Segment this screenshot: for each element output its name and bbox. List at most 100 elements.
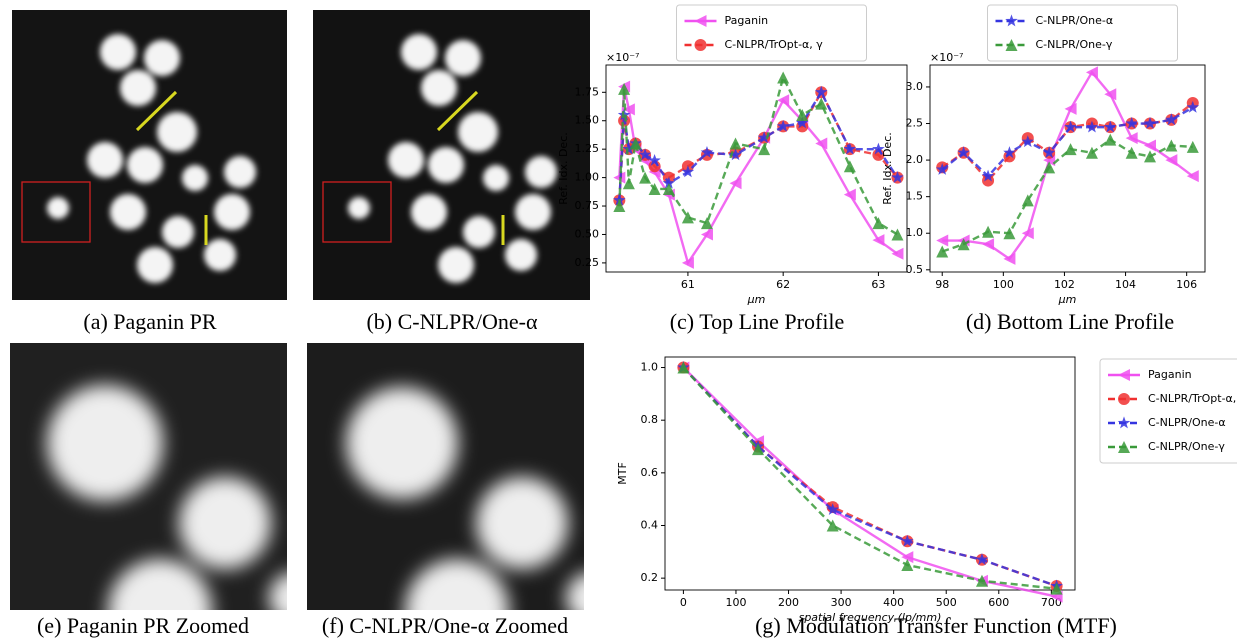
y-tick-label: 1.50 [575, 114, 600, 127]
marker [936, 246, 948, 258]
legend-label: Paganin [725, 14, 769, 27]
page: (a) Paganin PR (b) C-NLPR/One-α (e) Paga… [0, 0, 1237, 641]
series-line [619, 78, 897, 235]
legend-label: C-NLPR/One-α [1148, 416, 1226, 429]
y-tick-label: 0.8 [641, 413, 659, 426]
marker [936, 235, 948, 247]
legend-label: C-NLPR/TrOpt-α, γ [725, 38, 824, 51]
marker [844, 160, 856, 172]
x-axis-label: μm [1058, 293, 1077, 306]
y-tick-label: 0.75 [575, 199, 600, 212]
marker [1104, 134, 1116, 146]
x-tick-label: 62 [776, 278, 790, 291]
y-axis-label: Ref. Idx. Dec. [881, 132, 894, 205]
marker [730, 177, 742, 189]
chart-caption: (d) Bottom Line Profile [966, 309, 1174, 334]
caption: (f) C-NLPR/One-α Zoomed [322, 613, 568, 638]
x-tick-label: 200 [778, 596, 799, 609]
y-tick-label: 0.25 [575, 256, 600, 269]
marker [982, 238, 994, 250]
legend-marker [1118, 393, 1130, 405]
x-tick-label: 0 [680, 596, 687, 609]
marker [1187, 141, 1199, 153]
marker [1065, 103, 1077, 115]
series-line [942, 140, 1193, 252]
image-a [12, 10, 287, 300]
series-line [683, 368, 1056, 587]
marker [1126, 132, 1138, 144]
x-tick-label: 600 [988, 596, 1009, 609]
y-tick-label: 1.25 [575, 142, 600, 155]
caption: (a) Paganin PR [83, 309, 217, 334]
figure: (a) Paganin PR (b) C-NLPR/One-α (e) Paga… [0, 0, 1237, 641]
image-e [10, 343, 321, 641]
legend-marker [695, 39, 707, 51]
x-tick-label: 500 [936, 596, 957, 609]
y-tick-label: 3.0 [906, 80, 924, 93]
marker [872, 234, 884, 246]
y-tick-label: 0.6 [641, 466, 659, 479]
chart-caption: (c) Top Line Profile [670, 309, 845, 334]
offset-text: ×10⁻⁷ [606, 51, 639, 64]
y-tick-label: 0.5 [906, 263, 924, 276]
x-tick-label: 98 [935, 278, 949, 291]
series-line [683, 368, 1056, 597]
image-f [307, 343, 618, 641]
marker [1126, 147, 1138, 159]
x-tick-label: 300 [831, 596, 852, 609]
x-tick-label: 63 [871, 278, 885, 291]
y-tick-label: 0.2 [641, 571, 659, 584]
plot-frame [665, 357, 1075, 590]
legend-label: C-NLPR/One-γ [1036, 38, 1113, 51]
caption: (e) Paganin PR Zoomed [37, 613, 249, 638]
legend-label: C-NLPR/TrOpt-α, γ [1148, 392, 1237, 405]
marker [639, 172, 651, 184]
marker [891, 228, 903, 240]
series-line [683, 368, 1056, 589]
x-tick-label: 400 [883, 596, 904, 609]
x-tick-label: 106 [1176, 278, 1197, 291]
series-line [619, 87, 897, 263]
marker [649, 183, 661, 195]
x-tick-label: 104 [1115, 278, 1136, 291]
y-tick-label: 1.75 [575, 85, 600, 98]
y-tick-label: 0.4 [641, 518, 659, 531]
marker [701, 217, 713, 229]
x-tick-label: 100 [993, 278, 1014, 291]
marker [844, 189, 856, 201]
y-tick-label: 1.0 [641, 361, 659, 374]
marker [730, 137, 742, 149]
x-tick-label: 100 [725, 596, 746, 609]
y-tick-label: 2.0 [906, 153, 924, 166]
y-axis-label: Ref. Idx. Dec. [557, 132, 570, 205]
x-tick-label: 61 [681, 278, 695, 291]
x-tick-label: 102 [1054, 278, 1075, 291]
x-axis-label: μm [747, 293, 766, 306]
image-b [313, 10, 590, 300]
caption: (b) C-NLPR/One-α [366, 309, 537, 334]
y-tick-label: 1.0 [906, 226, 924, 239]
marker [1086, 66, 1098, 78]
y-tick-label: 2.5 [906, 117, 924, 130]
y-axis-label: MTF [616, 462, 629, 485]
marker [982, 226, 994, 238]
marker [1022, 194, 1034, 206]
marker [1144, 139, 1156, 151]
series-line [942, 72, 1193, 259]
legend-label: C-NLPR/One-α [1036, 14, 1114, 27]
legend-box [677, 5, 867, 61]
chart: 98 100 102 104 106 0.5 1.0 1.5 2.0 2.5 3.0 ×10⁻⁷ μm R… [881, 5, 1205, 306]
marker [1144, 150, 1156, 162]
chart: 61 62 63 0.25 0.50 0.75 1.00 1.25 1.50 1.75 ×10⁻⁷ μ… [557, 5, 907, 306]
y-tick-label: 1.5 [906, 190, 924, 203]
legend-label: Paganin [1148, 368, 1192, 381]
chart-caption: (g) Modulation Transfer Function (MTF) [755, 613, 1117, 638]
offset-text: ×10⁻⁷ [930, 51, 963, 64]
legend-label: C-NLPR/One-γ [1148, 440, 1225, 453]
marker [777, 72, 789, 84]
marker [872, 217, 884, 229]
y-tick-label: 1.00 [575, 171, 600, 184]
series-line [683, 368, 1056, 587]
y-tick-label: 0.50 [575, 227, 600, 240]
